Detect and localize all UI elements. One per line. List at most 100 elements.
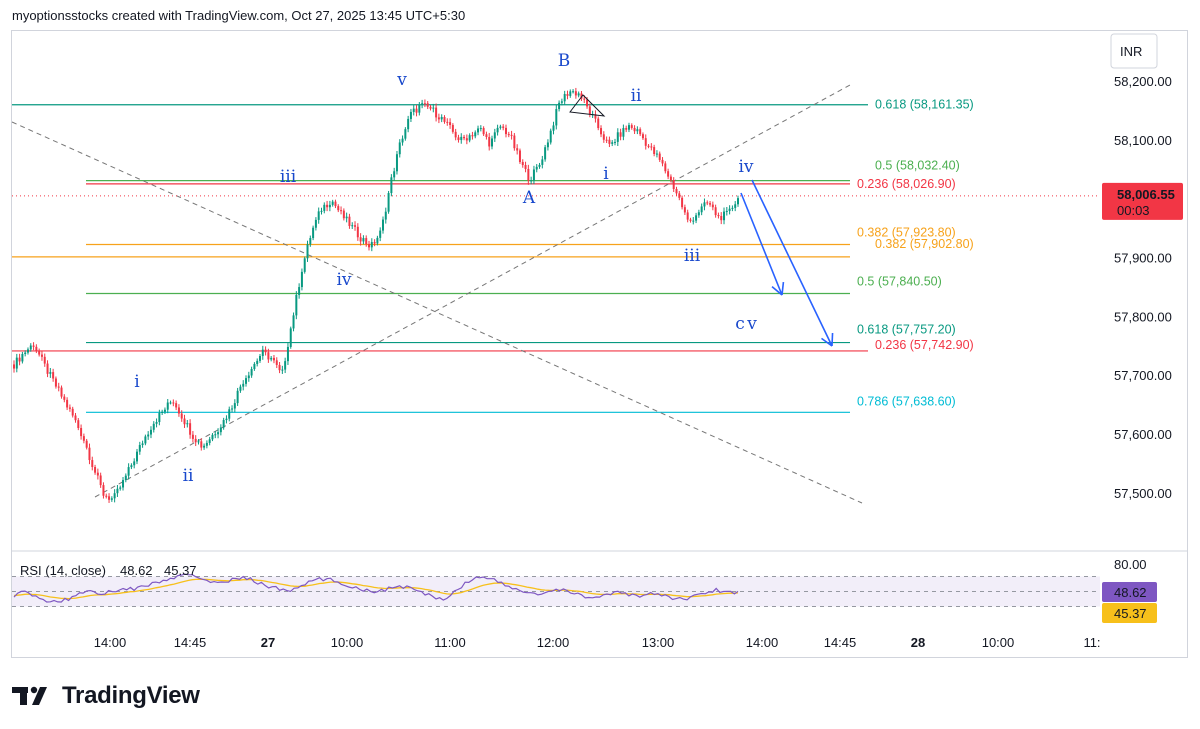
- candle-body: [499, 126, 502, 128]
- candle-body: [588, 106, 591, 115]
- projection-arrowhead: [781, 281, 785, 296]
- candle-body: [99, 475, 102, 486]
- candle-body: [491, 138, 494, 147]
- candle-body: [669, 176, 672, 181]
- candle-body: [275, 360, 278, 365]
- candle-body: [502, 126, 505, 128]
- candle-body: [415, 108, 418, 113]
- candle-body: [323, 204, 326, 211]
- y-tick-label: 58,100.00: [1114, 133, 1172, 148]
- candle-body: [552, 125, 555, 131]
- candle-body: [532, 169, 535, 181]
- candle-body: [242, 383, 245, 387]
- candle-body: [611, 142, 614, 144]
- candle-body: [66, 399, 69, 408]
- candle-body: [658, 153, 661, 160]
- candle-body: [189, 423, 192, 435]
- candle-body: [510, 134, 513, 136]
- candle-body: [465, 138, 468, 141]
- candle-body: [655, 153, 658, 155]
- candle-body: [281, 369, 284, 371]
- candle-body: [60, 387, 63, 397]
- candle-body: [622, 128, 625, 137]
- candle-body: [546, 142, 549, 148]
- candle-body: [96, 472, 99, 476]
- last-price-box: [1102, 182, 1183, 220]
- candle-body: [359, 237, 362, 242]
- candle-body: [530, 180, 533, 182]
- x-tick-label: 14:00: [746, 635, 779, 650]
- candle-body: [141, 443, 144, 446]
- candle-body: [451, 125, 454, 132]
- trendline-up-dashed: [94, 84, 851, 498]
- candle-body: [161, 411, 164, 413]
- candle-body: [200, 441, 203, 448]
- candle-body: [203, 445, 206, 448]
- x-tick-label: 28: [911, 635, 925, 650]
- candle-body: [717, 215, 720, 217]
- wave-label: c: [735, 314, 745, 334]
- candle-body: [572, 91, 575, 93]
- candle-body: [725, 210, 728, 212]
- rsi-value-label: 48.62: [1114, 585, 1147, 600]
- candle-body: [239, 386, 242, 391]
- candle-body: [641, 134, 644, 139]
- candle-body: [29, 345, 32, 350]
- wave-label: i: [603, 164, 609, 184]
- candle-body: [127, 467, 130, 476]
- x-tick-label: 10:00: [982, 635, 1015, 650]
- candle-body: [177, 407, 180, 414]
- candle-body: [147, 434, 150, 437]
- candle-body: [667, 171, 670, 177]
- candle-body: [695, 215, 698, 221]
- candle-body: [116, 488, 119, 494]
- candle-body: [247, 375, 250, 379]
- candle-body: [43, 356, 46, 364]
- candle-body: [686, 212, 689, 220]
- tradingview-logo[interactable]: TradingView: [12, 682, 200, 710]
- candle-body: [309, 238, 312, 245]
- projection-arrow-icon: [751, 179, 833, 347]
- candle-body: [700, 206, 703, 213]
- candle-body: [558, 102, 561, 110]
- rsi-legend-value: 48.62: [120, 563, 153, 578]
- candle-body: [208, 439, 211, 443]
- candle-body: [440, 117, 443, 120]
- candle-body: [569, 91, 572, 96]
- candle-body: [82, 436, 85, 441]
- chart-attribution: myoptionsstocks created with TradingView…: [12, 8, 466, 23]
- candle-body: [376, 237, 379, 244]
- candle-body: [186, 423, 189, 425]
- candle-body: [384, 211, 387, 220]
- fib-level-label: 0.618 (58,161.35): [875, 98, 974, 112]
- candle-body: [236, 390, 239, 404]
- candle-body: [326, 204, 329, 208]
- wave-label: iii: [280, 167, 297, 187]
- candle-body: [32, 345, 35, 347]
- candle-body: [560, 101, 563, 103]
- candle-body: [524, 165, 527, 169]
- candle-body: [477, 128, 480, 133]
- candle-body: [692, 220, 695, 222]
- candle-body: [437, 117, 440, 120]
- candle-body: [697, 212, 700, 216]
- x-tick-label: 14:00: [94, 635, 127, 650]
- candle-body: [421, 103, 424, 105]
- candle-body: [678, 193, 681, 198]
- candle-body: [267, 352, 270, 360]
- candle-body: [734, 204, 737, 208]
- candle-body: [404, 129, 407, 139]
- candle-body: [102, 485, 105, 496]
- candle-body: [460, 136, 463, 141]
- candle-body: [485, 134, 488, 137]
- candle-body: [253, 363, 256, 370]
- candle-body: [418, 104, 421, 113]
- candle-body: [370, 242, 373, 248]
- candle-body: [292, 315, 295, 329]
- candle-body: [256, 360, 259, 364]
- candle-body: [63, 396, 66, 400]
- candle-body: [711, 204, 714, 208]
- wave-label: B: [558, 51, 571, 71]
- candle-body: [379, 230, 382, 238]
